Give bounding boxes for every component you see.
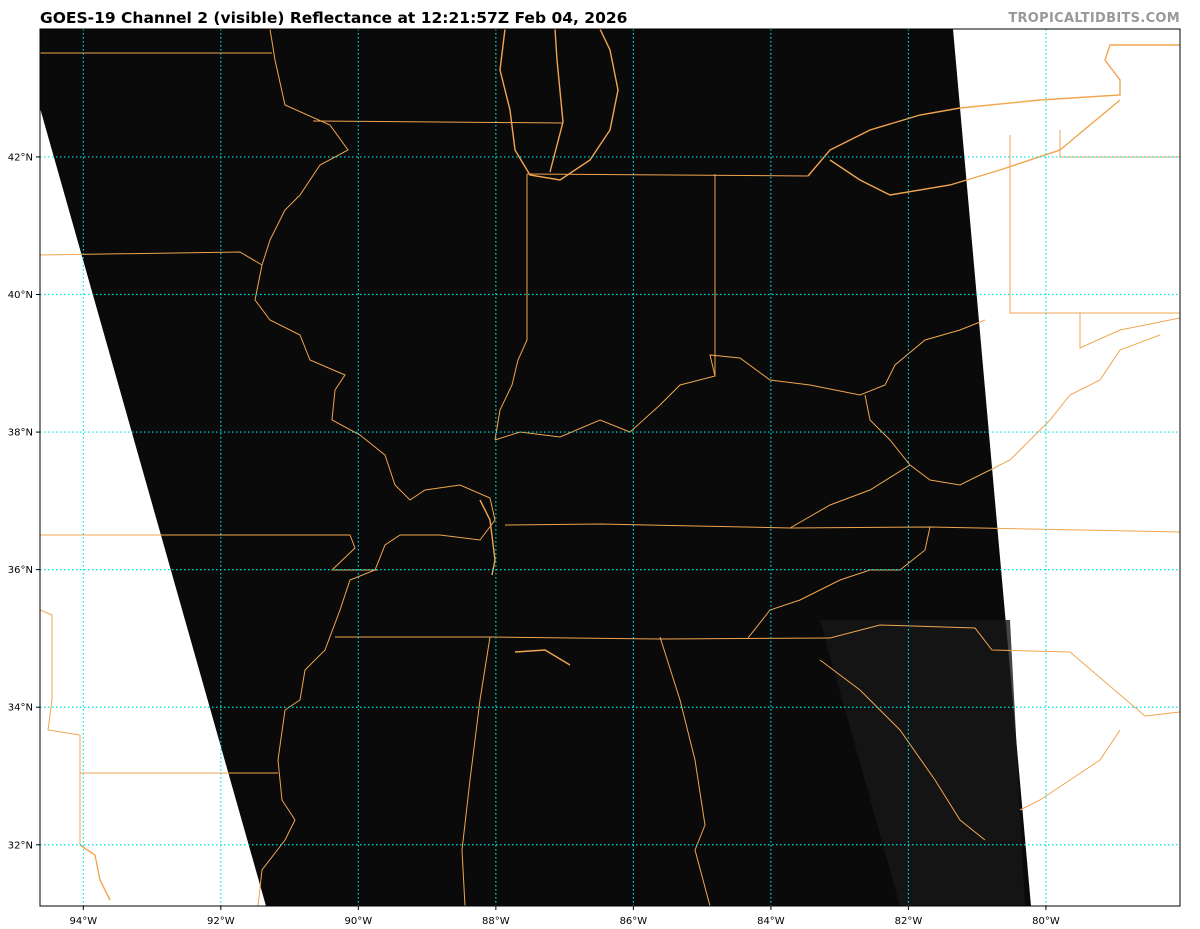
lat-tick-label: 32°N	[8, 840, 33, 851]
lon-tick-label: 90°W	[345, 916, 373, 927]
map-frame	[39, 28, 1181, 907]
lon-tick-label: 84°W	[757, 916, 785, 927]
lon-tick-label: 80°W	[1032, 916, 1060, 927]
lat-tick-label: 42°N	[8, 152, 33, 163]
axis-ticks: 94°W 92°W 90°W 88°W 86°W 84°W 82°W 80°W 42°N 40°N…	[8, 152, 1060, 927]
lat-tick-label: 38°N	[8, 428, 33, 439]
lon-tick-label: 86°W	[620, 916, 648, 927]
lon-tick-label: 92°W	[207, 916, 235, 927]
site-credit: TROPICALTIDBITS.COM	[1008, 11, 1180, 26]
lat-tick-label: 40°N	[8, 290, 33, 301]
lat-tick-label: 36°N	[8, 565, 33, 576]
lon-tick-label: 88°W	[482, 916, 510, 927]
lat-tick-label: 34°N	[8, 703, 33, 714]
lon-tick-label: 94°W	[70, 916, 98, 927]
lon-tick-label: 82°W	[895, 916, 923, 927]
map-title: GOES-19 Channel 2 (visible) Reflectance …	[40, 9, 628, 27]
satellite-swath	[40, 29, 1031, 906]
